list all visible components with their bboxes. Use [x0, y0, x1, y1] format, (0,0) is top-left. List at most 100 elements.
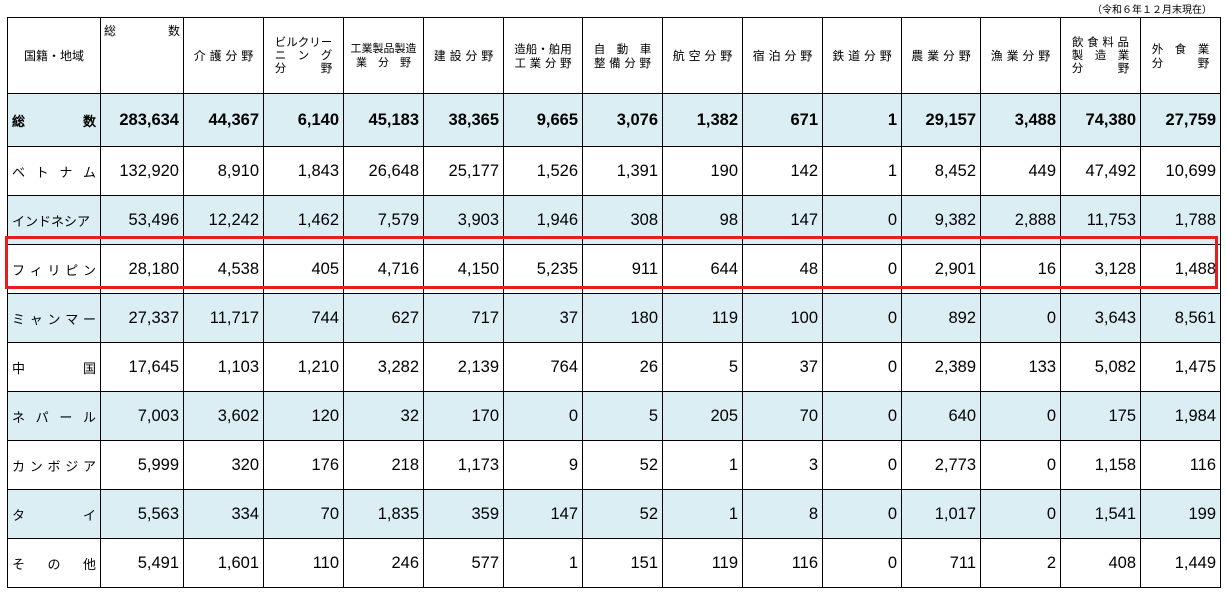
value-cell: 1,835: [343, 489, 424, 539]
value-cell: 671: [742, 93, 823, 147]
country-char: マ: [65, 312, 79, 328]
country-char: ト: [35, 165, 49, 181]
country-char: ボ: [47, 459, 61, 475]
country-char: ベ: [12, 165, 26, 181]
value-cell: 1,788: [1140, 195, 1221, 245]
header-care: 介 護 分 野: [183, 17, 264, 94]
value-cell: 176: [263, 440, 344, 490]
table-row: ミャンマー 27,337 11,717 744 627 717 37 180 119 100 0 89…: [7, 293, 1221, 343]
value-cell: 98: [662, 195, 743, 245]
value-cell: 320: [183, 440, 264, 490]
header-auto-maintenance: 自 動 車 整 備 分 野: [582, 17, 663, 94]
value-cell: 408: [1060, 538, 1141, 588]
table-row: インドネシア 53,496 12,242 1,462 7,579 3,903 1,946 30…: [7, 195, 1221, 245]
header-fishery: 漁 業 分 野: [980, 17, 1061, 94]
table-row: カンボジア 5,999 320 176 218 1,173 9 52 1 3 0 2,773 0 1,15…: [7, 440, 1221, 490]
value-cell: 5,999: [100, 440, 184, 490]
value-cell: 8: [742, 489, 823, 539]
header-construction: 建 設 分 野: [423, 17, 504, 94]
value-cell: 147: [742, 195, 823, 245]
value-cell: 47,492: [1060, 146, 1141, 196]
value-cell: 640: [901, 391, 981, 441]
header-aviation: 航 空 分 野: [662, 17, 743, 94]
country-cell-philippines: フィリピン: [7, 244, 101, 294]
country-cell-indonesia: インドネシア: [7, 195, 101, 245]
value-cell: 11,753: [1060, 195, 1141, 245]
value-cell: 1,541: [1060, 489, 1141, 539]
country-char: ジ: [65, 459, 79, 475]
value-cell: 5,235: [503, 244, 583, 294]
country-char: ャ: [29, 312, 43, 328]
value-cell: 1,984: [1140, 391, 1221, 441]
table-row: そ の 他 5,491 1,601 110 246 577 1 151 119 116 0 711 2 408…: [7, 538, 1221, 588]
country-char: インドネシア: [12, 214, 91, 230]
value-cell: 4,538: [183, 244, 264, 294]
value-cell: 29,157: [901, 93, 981, 147]
country-char: ィ: [29, 263, 43, 279]
value-cell: 16: [980, 244, 1061, 294]
value-cell: 27,759: [1140, 93, 1221, 147]
table-row: ネパール 7,003 3,602 120 32 170 0 5 205 70 0 640 0 175 1,9…: [7, 391, 1221, 441]
value-cell: 26: [582, 342, 663, 392]
value-cell: 26,648: [343, 146, 424, 196]
value-cell: 449: [980, 146, 1061, 196]
value-cell: 6,140: [263, 93, 344, 147]
value-cell: 3,643: [1060, 293, 1141, 343]
country-cell-myanmar: ミャンマー: [7, 293, 101, 343]
header-agriculture: 農 業 分 野: [901, 17, 981, 94]
value-cell: 116: [742, 538, 823, 588]
value-cell: 190: [662, 146, 743, 196]
header-food-service: 外 食 業 分 野: [1140, 17, 1221, 94]
value-cell: 1: [662, 489, 743, 539]
country-cell-cambodia: カンボジア: [7, 440, 101, 490]
country-char: 数: [82, 114, 96, 130]
header-building-cleaning: ビルクリー ニ ン グ 分 野: [263, 17, 344, 94]
country-char: ー: [59, 410, 73, 426]
country-char: タ: [12, 508, 26, 524]
value-cell: 180: [582, 293, 663, 343]
value-cell: 38,365: [423, 93, 504, 147]
country-cell-vietnam: ベトナム: [7, 146, 101, 196]
table-row: 中国 17,645 1,103 1,210 3,282 2,139 764 26 5 37 0 2,3…: [7, 342, 1221, 392]
value-cell: 3,076: [582, 93, 663, 147]
value-cell: 1,526: [503, 146, 583, 196]
value-cell: 577: [423, 538, 504, 588]
header-railway: 鉄 道 分 野: [822, 17, 902, 94]
country-char: ン: [47, 312, 61, 328]
value-cell: 52: [582, 440, 663, 490]
value-cell: 1,475: [1140, 342, 1221, 392]
table-row: フィリピン 28,180 4,538 405 4,716 4,150 5,235 911 644…: [7, 244, 1221, 294]
value-cell: 1: [662, 440, 743, 490]
value-cell: 0: [822, 440, 902, 490]
value-cell: 151: [582, 538, 663, 588]
value-cell: 2,389: [901, 342, 981, 392]
value-cell: 0: [980, 293, 1061, 343]
value-cell: 2: [980, 538, 1061, 588]
value-cell: 175: [1060, 391, 1141, 441]
value-cell: 308: [582, 195, 663, 245]
value-cell: 2,888: [980, 195, 1061, 245]
country-char: ネ: [12, 410, 26, 426]
value-cell: 142: [742, 146, 823, 196]
value-cell: 0: [822, 342, 902, 392]
value-cell: 45,183: [343, 93, 424, 147]
country-char: 他: [82, 557, 96, 573]
value-cell: 44,367: [183, 93, 264, 147]
value-cell: 53,496: [100, 195, 184, 245]
value-cell: 334: [183, 489, 264, 539]
value-cell: 0: [822, 195, 902, 245]
value-cell: 764: [503, 342, 583, 392]
value-cell: 627: [343, 293, 424, 343]
value-cell: 5,082: [1060, 342, 1141, 392]
value-cell: 283,634: [100, 93, 184, 147]
country-char: 総: [12, 114, 26, 130]
value-cell: 1,449: [1140, 538, 1221, 588]
country-char: ン: [29, 459, 43, 475]
value-cell: 5,491: [100, 538, 184, 588]
value-cell: 11,717: [183, 293, 264, 343]
value-cell: 1,843: [263, 146, 344, 196]
value-cell: 717: [423, 293, 504, 343]
value-cell: 133: [980, 342, 1061, 392]
value-cell: 116: [1140, 440, 1221, 490]
value-cell: 119: [662, 538, 743, 588]
